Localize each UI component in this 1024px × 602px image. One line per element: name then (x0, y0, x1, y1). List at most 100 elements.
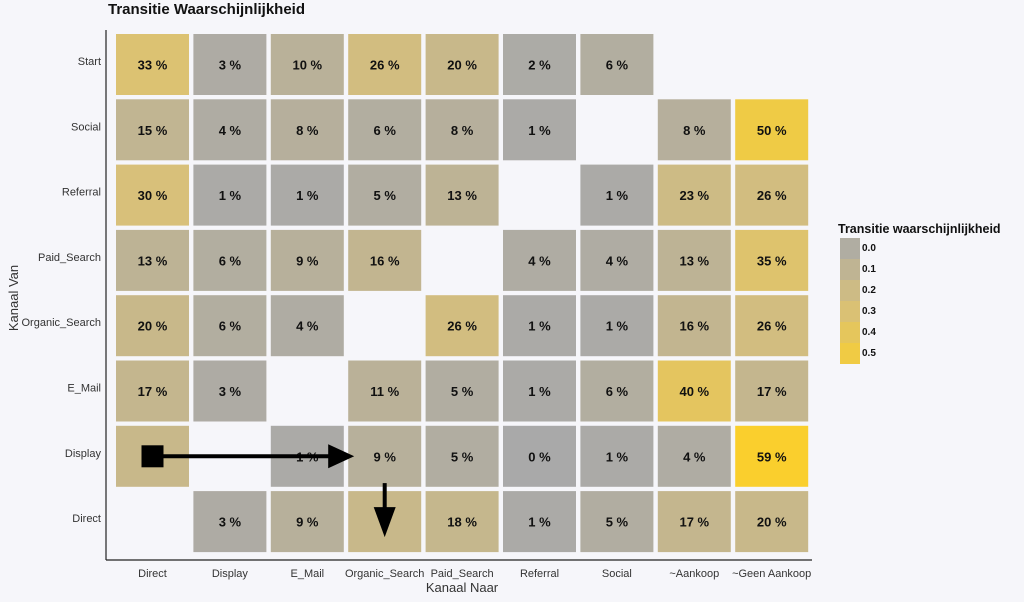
y-tick-label: Start (78, 56, 101, 68)
heatmap-cell (116, 99, 189, 161)
cell-label: 30 % (138, 188, 168, 203)
heatmap-cell (580, 360, 654, 422)
y-tick-label: Direct (72, 513, 101, 525)
heatmap-cell (503, 229, 576, 291)
y-tick-label: Paid_Search (38, 252, 101, 264)
cell-label: 33 % (138, 58, 168, 73)
cell-label: 1 % (528, 123, 551, 138)
cell-label: 5 % (451, 449, 474, 464)
cell-label: 17 % (757, 384, 787, 399)
cell-label: 3 % (219, 515, 242, 530)
cell-label: 13 % (447, 188, 477, 203)
legend-swatch (840, 322, 860, 343)
legend-tick-label: 0.1 (862, 264, 876, 275)
heatmap-cell (116, 164, 189, 226)
x-tick-label: ~Aankoop (669, 568, 719, 580)
cell-label: 6 % (606, 58, 629, 73)
cell-label: 3 % (219, 58, 242, 73)
cell-label: 9 % (373, 449, 396, 464)
chart-title: Transitie Waarschijnlijkheid (108, 1, 305, 18)
heatmap-cell (580, 491, 654, 553)
heatmap-cell (503, 425, 576, 487)
heatmap-cell (425, 360, 499, 422)
cell-label: 15 % (138, 123, 168, 138)
heatmap-cell (270, 491, 344, 553)
cell-label: 5 % (606, 515, 629, 530)
legend-swatch (840, 280, 860, 301)
heatmap-cell (193, 295, 267, 357)
heatmap-cell (735, 360, 809, 422)
cell-label: 26 % (757, 319, 787, 334)
legend: Transitie waarschijnlijkheid 0.0 0.1 0.2 0.… (838, 222, 1001, 364)
x-tick-label: Paid_Search (431, 568, 494, 580)
legend-swatch (840, 259, 860, 280)
heatmap-cell (348, 99, 422, 161)
heatmap-cell (735, 164, 809, 226)
cell-label: 9 % (296, 515, 319, 530)
x-tick-label: Display (212, 568, 249, 580)
cell-label: 40 % (679, 384, 709, 399)
heatmap-cell (270, 34, 344, 95)
legend-tick-label: 0.0 (862, 243, 876, 254)
x-tick-label: Organic_Search (345, 568, 425, 580)
cell-label: 26 % (370, 58, 400, 73)
heatmap-cell (580, 164, 654, 226)
heatmap-cell (425, 164, 499, 226)
heatmap-cell (503, 99, 576, 161)
cell-label: 5 % (373, 188, 396, 203)
cell-label: 9 % (296, 253, 319, 268)
cell-label: 20 % (757, 515, 787, 530)
cell-label: 3 % (219, 384, 242, 399)
y-tick-label: Social (71, 121, 101, 133)
heatmap-cell (657, 99, 731, 161)
cell-label: 18 % (447, 515, 477, 530)
cell-label: 50 % (757, 123, 787, 138)
cell-label: 6 % (219, 253, 242, 268)
heatmap-cell (657, 360, 731, 422)
cell-label: 4 % (219, 123, 242, 138)
y-axis-title: Kanaal Van (6, 265, 21, 331)
cell-label: 8 % (451, 123, 474, 138)
heatmap-cell (657, 295, 731, 357)
heatmap-cell (735, 425, 809, 487)
heatmap-cell (270, 295, 344, 357)
heatmap-cell (425, 295, 499, 357)
cell-label: 16 % (679, 319, 709, 334)
cell-label: 35 % (757, 253, 787, 268)
heatmap-cell (657, 229, 731, 291)
cell-label: 1 % (606, 319, 629, 334)
heatmap-cell (580, 34, 654, 95)
cell-label: 17 % (679, 515, 709, 530)
cell-label: 5 % (451, 384, 474, 399)
heatmap-cell (116, 295, 189, 357)
arrow-start-square (141, 445, 164, 468)
x-tick-label: Social (602, 568, 632, 580)
heatmap-cell (348, 425, 422, 487)
cell-label: 20 % (447, 58, 477, 73)
heatmap-cell (193, 491, 267, 553)
heatmap-cell (193, 99, 267, 161)
cell-label: 1 % (528, 319, 551, 334)
heatmap-cell (735, 229, 809, 291)
heatmap-cell (425, 491, 499, 553)
x-tick-label: Direct (138, 568, 167, 580)
cell-label: 16 % (370, 253, 400, 268)
cell-label: 4 % (528, 253, 551, 268)
cell-label: 20 % (138, 319, 168, 334)
heatmap-cell (657, 425, 731, 487)
x-tick-label: ~Geen Aankoop (732, 568, 811, 580)
cell-label: 26 % (757, 188, 787, 203)
cell-label: 10 % (292, 58, 322, 73)
cell-label: 8 % (296, 123, 319, 138)
cell-label: 6 % (219, 319, 242, 334)
y-tick-label: Display (65, 448, 102, 460)
cell-label: 59 % (757, 449, 787, 464)
legend-tick-label: 0.4 (862, 327, 876, 338)
legend-tick-label: 0.3 (862, 306, 876, 317)
cell-label: 4 % (296, 319, 319, 334)
cell-label: 2 % (528, 58, 551, 73)
x-tick-label: E_Mail (290, 568, 324, 580)
cell-label: 1 % (219, 188, 242, 203)
heatmap-cell (348, 34, 422, 95)
heatmap-cell (193, 164, 267, 226)
